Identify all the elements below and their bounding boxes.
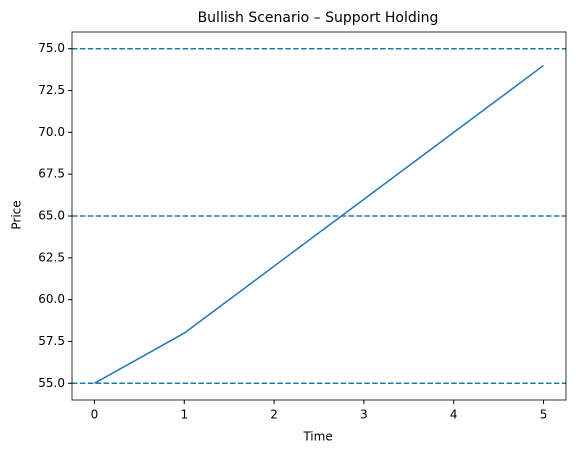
x-tick-label: 3 — [360, 408, 368, 422]
y-tick-label: 72.5 — [38, 83, 65, 97]
y-tick-label: 65.0 — [38, 209, 65, 223]
chart-title: Bullish Scenario – Support Holding — [198, 10, 439, 26]
y-tick-label: 67.5 — [38, 167, 65, 181]
x-tick-label: 4 — [450, 408, 458, 422]
y-tick-label: 57.5 — [38, 334, 65, 348]
data-line — [94, 64, 544, 384]
y-axis-label: Price — [10, 200, 24, 229]
y-tick-label: 62.5 — [38, 250, 65, 264]
y-tick-label: 55.0 — [38, 376, 65, 390]
y-tick-label: 75.0 — [38, 41, 65, 55]
x-axis-label: Time — [302, 430, 332, 444]
x-tick-label: 5 — [540, 408, 548, 422]
y-tick-label: 70.0 — [38, 125, 65, 139]
plot-frame — [71, 31, 567, 401]
x-tick-label: 2 — [270, 408, 278, 422]
x-tick-label: 0 — [91, 408, 99, 422]
x-tick-label: 1 — [180, 408, 188, 422]
y-tick-label: 60.0 — [38, 292, 65, 306]
